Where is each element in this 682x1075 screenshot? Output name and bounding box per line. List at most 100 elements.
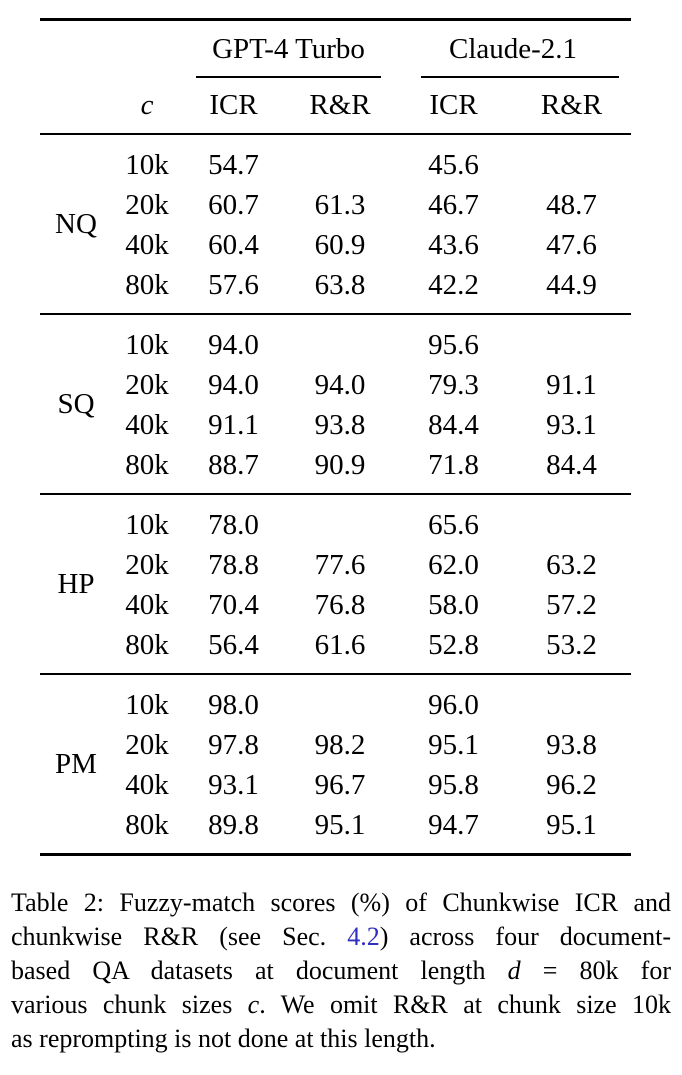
score-cell xyxy=(512,494,631,545)
dataset-group-nq: NQ 10k 54.7 45.6 20k 60.7 61.3 46.7 48.7 40k 60.4 6… xyxy=(40,134,632,314)
score-cell: 98.0 xyxy=(208,688,259,721)
dataset-group-pm: PM 10k 98.0 96.0 20k 97.8 98.2 95.1 93.8 40k 93.1 9… xyxy=(40,674,632,855)
score-cell: 93.1 xyxy=(546,408,597,441)
score-cell: 57.6 xyxy=(208,268,259,301)
dataset-group-sq: SQ 10k 94.0 95.6 20k 94.0 94.0 79.3 91.1 40k 91.1 9… xyxy=(40,314,632,494)
score-cell: 76.8 xyxy=(314,588,366,621)
group-header-label: Claude-2.1 xyxy=(448,33,578,65)
caption-line: as reprompting is not done at this lengt… xyxy=(11,1022,671,1056)
table-row: 80k 57.6 63.8 42.2 44.9 xyxy=(40,265,631,314)
col-header-rr-gpt4: R&R xyxy=(285,78,396,135)
header-spacer xyxy=(40,20,182,79)
score-cell: 89.8 xyxy=(208,808,259,841)
score-cell: 95.1 xyxy=(428,728,479,761)
score-cell: 56.4 xyxy=(208,628,259,661)
table-row: 40k 70.4 76.8 58.0 57.2 xyxy=(40,585,631,625)
score-cell: 61.6 xyxy=(314,628,366,661)
score-cell xyxy=(512,314,631,365)
score-cell xyxy=(285,494,395,545)
score-cell: 70.4 xyxy=(208,588,259,621)
score-cell: 63.8 xyxy=(314,268,366,301)
chunk-size-cell: 80k xyxy=(125,448,169,481)
chunk-size-cell: 80k xyxy=(125,268,169,301)
table-row: 40k 91.1 93.8 84.4 93.1 xyxy=(40,405,631,445)
caption-text: Table 2: Fuzzy-match scores (%) of Chunk… xyxy=(11,888,671,917)
caption-line: Table 2: Fuzzy-match scores (%) of Chunk… xyxy=(11,886,671,920)
score-cell: 95.6 xyxy=(428,328,479,361)
chunk-size-cell: 40k xyxy=(125,228,169,261)
score-cell: 90.9 xyxy=(314,448,366,481)
score-cell: 53.2 xyxy=(546,628,597,661)
score-cell: 94.0 xyxy=(208,368,259,401)
score-cell: 45.6 xyxy=(428,148,479,181)
caption-text: chunkwise R&R (see Sec. xyxy=(11,922,348,951)
group-header-row: GPT-4 Turbo Claude-2.1 xyxy=(40,20,631,79)
table-row: NQ 10k 54.7 45.6 xyxy=(40,134,631,238)
chunk-size-cell: 10k xyxy=(125,688,169,721)
group-header-gpt4-turbo: GPT-4 Turbo xyxy=(182,20,395,79)
caption-line: based QA datasets at document length d =… xyxy=(11,954,671,988)
results-table: GPT-4 Turbo Claude-2.1 c ICR R&R ICR R&R… xyxy=(40,18,632,856)
score-cell: 57.2 xyxy=(546,588,597,621)
column-header-row: c ICR R&R ICR R&R xyxy=(40,78,632,135)
caption-line: various chunk sizes c. We omit R&R at ch… xyxy=(11,988,671,1022)
score-cell: 94.7 xyxy=(428,808,479,841)
col-header-chunk-size: c xyxy=(112,78,182,135)
score-cell: 60.7 xyxy=(208,188,259,221)
caption-line: chunkwise R&R (see Sec. 4.2) across four… xyxy=(11,920,671,954)
chunk-size-cell: 40k xyxy=(125,408,169,441)
chunk-size-cell: 10k xyxy=(125,148,169,181)
table-row: 40k 60.4 60.9 43.6 47.6 xyxy=(40,225,631,265)
table-row: 20k 60.7 61.3 46.7 48.7 xyxy=(40,185,631,225)
score-cell: 60.4 xyxy=(208,228,259,261)
caption-text: various chunk sizes xyxy=(11,990,248,1019)
caption-text: ) across four document- xyxy=(379,922,671,951)
header-spacer xyxy=(40,78,112,135)
score-cell: 96.2 xyxy=(546,768,597,801)
score-cell: 62.0 xyxy=(428,548,479,581)
score-cell: 97.8 xyxy=(208,728,259,761)
col-header-rr-claude: R&R xyxy=(512,78,632,135)
table-row: 80k 88.7 90.9 71.8 84.4 xyxy=(40,445,631,494)
score-cell: 44.9 xyxy=(546,268,597,301)
score-cell: 94.0 xyxy=(314,368,366,401)
math-variable: d xyxy=(507,956,521,985)
section-ref-link[interactable]: 4.2 xyxy=(347,922,380,951)
score-cell xyxy=(512,134,631,185)
table-caption: Table 2: Fuzzy-match scores (%) of Chunk… xyxy=(11,886,671,1056)
chunk-size-cell: 10k xyxy=(125,328,169,361)
score-cell: 58.0 xyxy=(428,588,479,621)
score-cell: 93.1 xyxy=(208,768,259,801)
chunk-size-cell: 10k xyxy=(125,508,169,541)
col-header-icr-gpt4: ICR xyxy=(182,78,285,135)
row-group-label: HP xyxy=(57,567,95,600)
table-row: 20k 97.8 98.2 95.1 93.8 xyxy=(40,725,631,765)
table-row: 80k 89.8 95.1 94.7 95.1 xyxy=(40,805,631,855)
chunk-size-cell: 20k xyxy=(125,188,169,221)
row-group-label: SQ xyxy=(57,387,95,420)
caption-text: based QA datasets at document length xyxy=(11,956,508,985)
group-header-label: GPT-4 Turbo xyxy=(212,33,365,65)
table-row: 80k 56.4 61.6 52.8 53.2 xyxy=(40,625,631,674)
score-cell: 91.1 xyxy=(208,408,259,441)
score-cell: 52.8 xyxy=(428,628,479,661)
score-cell: 43.6 xyxy=(428,228,479,261)
score-cell: 88.7 xyxy=(208,448,259,481)
row-group-label: PM xyxy=(55,747,97,780)
score-cell: 95.8 xyxy=(428,768,479,801)
paper-page: GPT-4 Turbo Claude-2.1 c ICR R&R ICR R&R… xyxy=(0,18,682,1075)
score-cell: 84.4 xyxy=(428,408,479,441)
score-cell: 61.3 xyxy=(314,188,366,221)
score-cell: 95.1 xyxy=(314,808,366,841)
math-variable: c xyxy=(247,990,260,1019)
chunk-size-cell: 20k xyxy=(125,728,169,761)
caption-text: = 80k for xyxy=(520,956,671,985)
chunk-size-cell: 20k xyxy=(125,368,169,401)
score-cell xyxy=(285,134,395,185)
caption-text: . We omit R&R at chunk size 10k xyxy=(259,990,671,1019)
score-cell: 78.0 xyxy=(208,508,259,541)
score-cell xyxy=(512,674,631,725)
score-cell: 96.7 xyxy=(314,768,366,801)
table-row: 20k 78.8 77.6 62.0 63.2 xyxy=(40,545,631,585)
score-cell: 60.9 xyxy=(314,228,366,261)
